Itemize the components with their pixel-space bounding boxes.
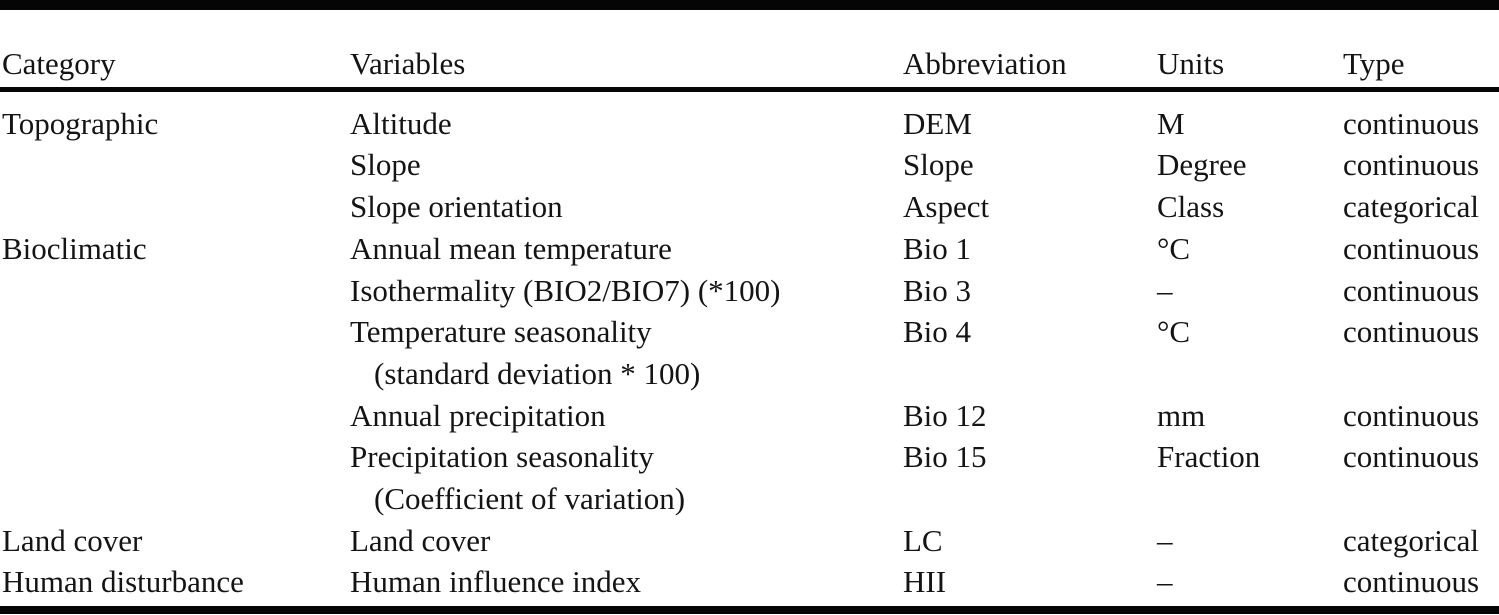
column-header-units: Units (1157, 46, 1225, 81)
variable-line1: Altitude (350, 105, 452, 141)
cell-variable: Precipitation seasonality (Coefficient o… (350, 436, 903, 519)
table-row: Bioclimatic Annual mean temperature Bio … (0, 228, 1499, 270)
variable-line1: Slope orientation (350, 189, 563, 225)
cell-abbreviation: HII (903, 564, 947, 600)
table-row: Isothermality (BIO2/BIO7) (*100) Bio 3 –… (0, 270, 1499, 312)
cell-type: categorical (1343, 522, 1479, 558)
variable-line1: Precipitation seasonality (350, 439, 654, 475)
variable-line2: (Coefficient of variation) (374, 481, 686, 517)
cell-type: continuous (1343, 397, 1480, 433)
table-row: Land cover Land cover LC – categorical (0, 520, 1499, 562)
variable-line1: Land cover (350, 522, 491, 558)
cell-category: Topographic (2, 105, 159, 141)
table-body: Topographic Altitude DEM M continuous Sl… (0, 103, 1499, 603)
cell-abbreviation: LC (903, 522, 943, 558)
cell-variable: Annual mean temperature (350, 228, 903, 270)
cell-units: °C (1157, 230, 1191, 266)
cell-abbreviation: Slope (903, 147, 974, 183)
table-row: Precipitation seasonality (Coefficient o… (0, 436, 1499, 519)
table-top-rule (0, 0, 1499, 10)
cell-units: Class (1157, 189, 1225, 225)
cell-category: Human disturbance (2, 564, 244, 600)
cell-units: M (1157, 105, 1185, 141)
table-row: Topographic Altitude DEM M continuous (0, 103, 1499, 145)
cell-type: continuous (1343, 230, 1480, 266)
column-header-type: Type (1343, 46, 1405, 81)
column-header-variables: Variables (350, 46, 466, 81)
cell-abbreviation: Bio 3 (903, 272, 972, 308)
cell-units: – (1157, 564, 1173, 600)
table-row: Human disturbance Human influence index … (0, 561, 1499, 603)
cell-units: °C (1157, 314, 1191, 350)
cell-abbreviation: Bio 12 (903, 397, 987, 433)
cell-units: Degree (1157, 147, 1247, 183)
cell-variable: Slope (350, 144, 903, 186)
cell-abbreviation: Aspect (903, 189, 990, 225)
variable-line2: (standard deviation * 100) (374, 355, 701, 391)
cell-type: continuous (1343, 564, 1480, 600)
cell-category: Bioclimatic (2, 230, 147, 266)
cell-category: Land cover (2, 522, 143, 558)
variable-line1: Isothermality (BIO2/BIO7) (*100) (350, 272, 781, 308)
cell-units: – (1157, 272, 1173, 308)
variable-line1: Annual precipitation (350, 397, 606, 433)
table-row: Temperature seasonality (standard deviat… (0, 311, 1499, 394)
cell-abbreviation: Bio 1 (903, 230, 972, 266)
cell-variable: Slope orientation (350, 186, 903, 228)
table-bottom-rule (0, 606, 1499, 615)
cell-units: – (1157, 522, 1173, 558)
cell-type: continuous (1343, 272, 1480, 308)
cell-units: mm (1157, 397, 1206, 433)
variable-line1: Human influence index (350, 564, 641, 600)
cell-units: Fraction (1157, 439, 1261, 475)
cell-abbreviation: Bio 15 (903, 439, 987, 475)
table-row: Annual precipitation Bio 12 mm continuou… (0, 395, 1499, 437)
cell-type: continuous (1343, 105, 1480, 141)
variable-line1: Temperature seasonality (350, 314, 652, 350)
table-row: Slope Slope Degree continuous (0, 144, 1499, 186)
cell-type: categorical (1343, 189, 1479, 225)
table-header-row: Category Variables Abbreviation Units Ty… (0, 43, 1499, 85)
column-header-category: Category (2, 46, 116, 81)
cell-variable: Human influence index (350, 561, 903, 603)
variable-line1: Annual mean temperature (350, 230, 672, 266)
cell-type: continuous (1343, 439, 1480, 475)
cell-abbreviation: Bio 4 (903, 314, 972, 350)
cell-variable: Annual precipitation (350, 395, 903, 437)
cell-type: continuous (1343, 314, 1480, 350)
cell-abbreviation: DEM (903, 105, 972, 141)
column-header-abbreviation: Abbreviation (903, 46, 1067, 81)
cell-variable: Temperature seasonality (standard deviat… (350, 311, 903, 394)
variable-line1: Slope (350, 147, 421, 183)
table-row: Slope orientation Aspect Class categoric… (0, 186, 1499, 228)
cell-variable: Altitude (350, 103, 903, 145)
cell-type: continuous (1343, 147, 1480, 183)
cell-variable: Isothermality (BIO2/BIO7) (*100) (350, 270, 903, 312)
cell-variable: Land cover (350, 520, 903, 562)
header-separator-rule (0, 86, 1499, 92)
